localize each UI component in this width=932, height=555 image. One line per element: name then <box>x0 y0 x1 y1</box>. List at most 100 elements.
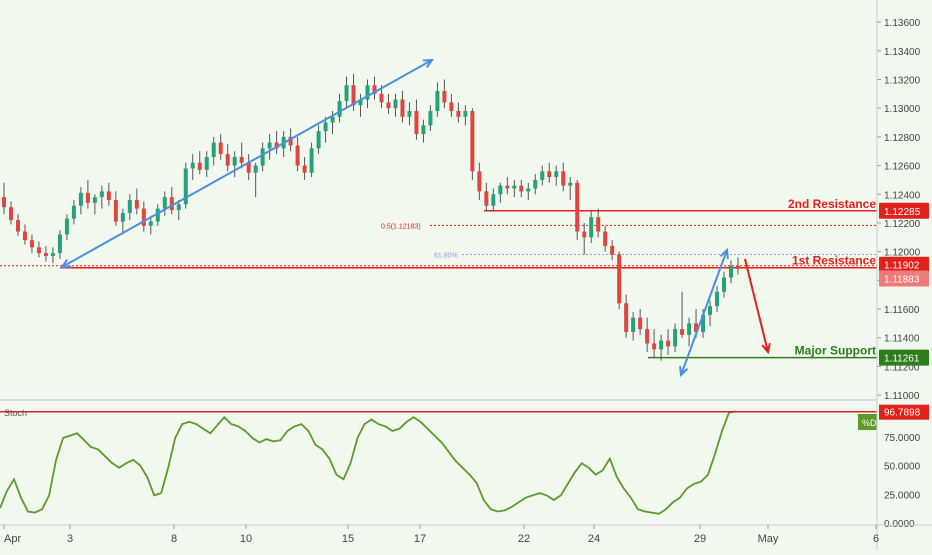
price-tick-label: 1.11000 <box>884 391 920 402</box>
candle-body <box>400 99 405 117</box>
candle-body <box>491 194 496 206</box>
price-tick-label: 1.12400 <box>884 190 921 201</box>
price-tick-label: 1.13400 <box>884 47 921 58</box>
candle-body <box>232 156 237 166</box>
price-tick-label: 1.11600 <box>884 305 920 316</box>
candle-body <box>351 85 356 106</box>
candle-body <box>659 340 664 350</box>
candle-body <box>701 314 706 332</box>
candle-body <box>29 240 34 248</box>
candle-body <box>379 93 384 103</box>
candle-body <box>617 254 622 304</box>
candle-body <box>610 245 615 255</box>
candle-body <box>302 165 307 173</box>
price-tick-label: 1.13600 <box>884 18 921 29</box>
candle-body <box>736 266 740 269</box>
candle-body <box>344 85 349 101</box>
candle-body <box>603 231 608 246</box>
candle-body <box>50 253 55 256</box>
candle-body <box>512 185 517 189</box>
candle-body <box>372 85 377 94</box>
candle-body <box>687 323 692 335</box>
candle-body <box>358 99 363 106</box>
bearish-target-arrow-shaft <box>744 258 769 353</box>
retrace-arrow-tail-head <box>679 365 689 378</box>
candle-body <box>155 208 160 222</box>
price-tick-label: 1.13000 <box>884 104 921 115</box>
time-tick-label: 24 <box>588 533 600 545</box>
stoch-level-badge-bg <box>879 404 929 420</box>
major-support-price-badge: 1.11261 <box>884 354 920 365</box>
candle-body <box>309 148 314 173</box>
price-tick-label: 1.12200 <box>884 219 921 230</box>
candle-body <box>204 156 209 170</box>
time-tick-label: May <box>758 533 779 545</box>
candle-body <box>2 197 6 208</box>
time-tick-label: 15 <box>342 533 354 545</box>
candle-body <box>274 142 279 149</box>
candle-body <box>582 231 587 238</box>
drawing-arrows <box>59 58 771 378</box>
candle-body <box>267 142 272 149</box>
candle-body <box>323 122 328 132</box>
major-support-label: Major Support <box>795 344 876 358</box>
time-tick-label: 10 <box>240 533 252 545</box>
candle-body <box>645 329 650 344</box>
candle-body <box>638 317 643 330</box>
candle-body <box>106 191 111 200</box>
price-tick-label: 1.12000 <box>884 248 921 259</box>
candle-body <box>596 217 601 232</box>
candle-body <box>393 99 398 109</box>
candle-body <box>225 154 230 166</box>
candle-body <box>22 231 27 241</box>
candle-body <box>652 343 657 350</box>
candle-body <box>8 207 13 221</box>
candle-body <box>92 197 97 203</box>
candle-body <box>36 247 41 254</box>
candle-body <box>330 116 335 123</box>
candle-body <box>386 102 391 109</box>
candle-body <box>169 197 174 211</box>
candle-body <box>176 204 181 211</box>
candle-body <box>15 220 20 232</box>
candle-body <box>554 171 559 178</box>
candle-body <box>568 182 573 186</box>
current-price-badge: 1.11883 <box>884 274 920 285</box>
candle-body <box>288 136 293 146</box>
bearish-target-arrow-head <box>761 342 771 355</box>
price-axis[interactable]: 1.13600 1.13400 1.13200 1.13000 1.12800 1.126… <box>876 0 932 550</box>
price-tick-label: 1.13200 <box>884 75 921 86</box>
candle-body <box>505 185 510 189</box>
candle-body <box>414 111 419 134</box>
candle-body <box>246 162 251 173</box>
uptrend-arrow-tail-head <box>59 259 72 269</box>
candle-body <box>78 192 83 206</box>
candle-body <box>540 171 545 180</box>
candle-body <box>694 323 699 332</box>
stoch-panel: Stoch %D <box>0 408 878 515</box>
candle-body <box>183 168 188 205</box>
major-support-price-badge-bg <box>879 349 929 366</box>
candle-body <box>449 102 454 112</box>
retrace-arrow-head <box>719 247 729 260</box>
candle-body <box>561 171 566 186</box>
fib-50-label: 0.5(1.12183) <box>381 223 421 230</box>
price-tick-label: 1.12800 <box>884 133 921 144</box>
candle-body <box>141 208 146 226</box>
second-resistance-label: 2nd Resistance <box>788 197 876 211</box>
retrace-arrow-shaft <box>680 249 728 376</box>
stoch-title: Stoch <box>4 408 27 418</box>
candle-body <box>680 329 685 335</box>
candle-body <box>365 85 370 100</box>
price-tick-label: 1.12600 <box>884 162 921 173</box>
time-tick-label: Apr <box>4 533 21 545</box>
time-tick-label: 17 <box>414 533 426 545</box>
time-axis[interactable]: Apr 3 8 10 15 17 22 24 29 May 6 <box>0 524 932 545</box>
candle-body <box>148 221 153 226</box>
stoch-legend-badge: %D <box>862 418 877 428</box>
first-resistance-price-badge-bg <box>879 256 929 273</box>
candle-body <box>435 90 440 112</box>
candle-body <box>666 340 671 347</box>
candle-body <box>127 200 132 213</box>
